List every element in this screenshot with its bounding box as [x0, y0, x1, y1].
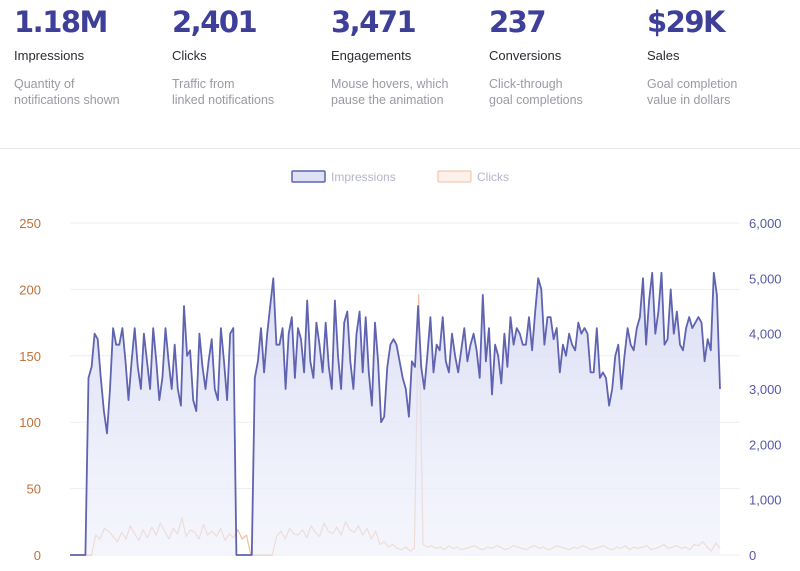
left-axis-tick-label: 100 — [19, 415, 41, 430]
stat-value: 1.18M — [14, 5, 108, 39]
stat-engagements[interactable]: 3,471 Engagements Mouse hovers, which pau… — [331, 4, 481, 108]
series-layer — [70, 271, 721, 556]
legend-label-clicks[interactable]: Clicks — [477, 170, 509, 184]
right-axis-tick-label: 6,000 — [749, 216, 782, 231]
stat-description: Goal completion value in dollars — [647, 77, 738, 107]
section-divider — [0, 148, 800, 149]
right-axis-tick-label: 4,000 — [749, 327, 782, 342]
impressions-clicks-chart: Impressions Clicks 0 50 100 150 200 250 0 1,00… — [19, 170, 782, 563]
stats-row: 1.18M Impressions Quantity of notificatio… — [0, 0, 800, 148]
stat-description: Mouse hovers, which pause the animation — [331, 77, 449, 107]
impressions-series-line[interactable] — [70, 271, 721, 556]
impressions-series-area — [70, 272, 720, 555]
stat-conversions[interactable]: 237 Conversions Click-through goal comple… — [489, 4, 639, 108]
right-axis-tick-label: 5,000 — [749, 271, 782, 286]
stat-sales[interactable]: $29K Sales Goal completion value in dolla… — [647, 4, 797, 108]
left-axis-tick-label: 150 — [19, 349, 41, 364]
stat-value: $29K — [647, 5, 726, 39]
legend-swatch-impressions[interactable] — [291, 170, 326, 183]
left-axis-tick-label: 200 — [19, 282, 41, 297]
chart-legend[interactable]: Impressions Clicks — [291, 170, 509, 184]
legend-swatch-clicks[interactable] — [437, 170, 472, 183]
left-axis-tick-label: 250 — [19, 216, 41, 231]
legend-label-impressions[interactable]: Impressions — [331, 170, 396, 184]
right-axis-tick-label: 3,000 — [749, 382, 782, 397]
left-axis-tick-label: 50 — [27, 482, 41, 497]
left-axis-tick-label: 0 — [34, 548, 41, 563]
stat-clicks[interactable]: 2,401 Clicks Traffic from linked notifica… — [172, 4, 322, 108]
right-axis-tick-label: 0 — [749, 548, 756, 563]
stat-description: Traffic from linked notifications — [172, 77, 275, 107]
stat-title: Clicks — [172, 48, 207, 63]
stat-title: Engagements — [331, 48, 412, 63]
stat-description: Quantity of notifications shown — [14, 77, 120, 107]
stat-impressions[interactable]: 1.18M Impressions Quantity of notificatio… — [14, 4, 164, 108]
right-axis-tick-label: 2,000 — [749, 437, 782, 452]
left-axis: 0 50 100 150 200 250 — [19, 216, 41, 563]
stat-value: 237 — [489, 5, 547, 39]
stat-title: Conversions — [489, 48, 562, 63]
stat-title: Sales — [647, 48, 680, 63]
stat-value: 2,401 — [172, 5, 258, 39]
right-axis-tick-label: 1,000 — [749, 493, 782, 508]
stat-description: Click-through goal completions — [489, 77, 583, 107]
stat-value: 3,471 — [331, 5, 417, 39]
right-axis: 0 1,000 2,000 3,000 4,000 5,000 6,000 — [749, 216, 782, 563]
stat-title: Impressions — [14, 48, 85, 63]
